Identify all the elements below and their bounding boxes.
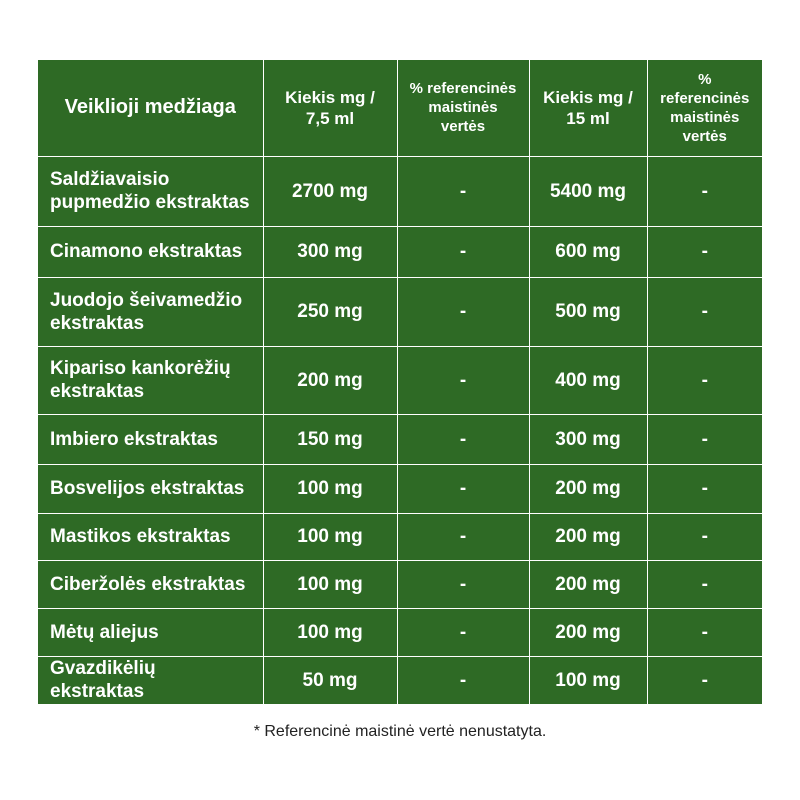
ingredient-name: Kipariso kankorėžių ekstraktas [38, 345, 264, 415]
reference-value-2: - [646, 655, 762, 704]
ingredient-name: Cinamono ekstraktas [38, 225, 264, 278]
ingredient-name: Ciberžolės ekstraktas [38, 559, 264, 609]
reference-value-2: - [646, 463, 762, 514]
table-row: Mastikos ekstraktas 100 mg - 200 mg - [38, 512, 762, 561]
reference-value-1: - [396, 607, 530, 657]
table-row: Ciberžolės ekstraktas 100 mg - 200 mg - [38, 559, 762, 609]
amount-15ml: 100 mg [528, 655, 648, 704]
table-row: Imbiero ekstraktas 150 mg - 300 mg - [38, 413, 762, 465]
amount-7-5ml: 50 mg [262, 655, 398, 704]
reference-value-2: - [646, 512, 762, 561]
reference-value-1: - [396, 413, 530, 465]
amount-7-5ml: 150 mg [262, 413, 398, 465]
header-amount-7-5ml: Kiekis mg / 7,5 ml [262, 60, 398, 157]
reference-value-2: - [646, 607, 762, 657]
amount-15ml: 300 mg [528, 413, 648, 465]
supplement-facts-table: Veiklioji medžiaga Kiekis mg / 7,5 ml % … [38, 60, 762, 704]
reference-value-2: - [646, 413, 762, 465]
ingredient-name: Juodojo šeivamedžio ekstraktas [38, 276, 264, 347]
amount-15ml: 600 mg [528, 225, 648, 278]
reference-value-2: - [646, 276, 762, 347]
table-row: Kipariso kankorėžių ekstraktas 200 mg - … [38, 345, 762, 415]
ingredient-name: Bosvelijos ekstraktas [38, 463, 264, 514]
amount-15ml: 200 mg [528, 559, 648, 609]
ingredient-name: Mėtų aliejus [38, 607, 264, 657]
amount-7-5ml: 200 mg [262, 345, 398, 415]
amount-7-5ml: 100 mg [262, 607, 398, 657]
reference-value-2: - [646, 345, 762, 415]
table-row: Mėtų aliejus 100 mg - 200 mg - [38, 607, 762, 657]
reference-value-2: - [646, 155, 762, 227]
table-header-row: Veiklioji medžiaga Kiekis mg / 7,5 ml % … [38, 60, 762, 157]
table-row: Gvazdikėlių ekstraktas 50 mg - 100 mg - [38, 655, 762, 704]
amount-7-5ml: 300 mg [262, 225, 398, 278]
reference-value-1: - [396, 276, 530, 347]
amount-7-5ml: 100 mg [262, 559, 398, 609]
reference-value-1: - [396, 225, 530, 278]
reference-value-2: - [646, 225, 762, 278]
amount-7-5ml: 100 mg [262, 463, 398, 514]
reference-value-1: - [396, 463, 530, 514]
header-reference-value-2: % referencinės maistinės vertės [646, 60, 762, 157]
footnote: * Referencinė maistinė vertė nenustatyta… [253, 723, 547, 740]
amount-7-5ml: 250 mg [262, 276, 398, 347]
amount-15ml: 200 mg [528, 463, 648, 514]
header-reference-value-1: % referencinės maistinės vertės [396, 60, 530, 157]
header-amount-15ml: Kiekis mg / 15 ml [528, 60, 648, 157]
ingredient-name: Mastikos ekstraktas [38, 512, 264, 561]
table-row: Saldžiavaisio pupmedžio ekstraktas 2700 … [38, 155, 762, 227]
amount-7-5ml: 2700 mg [262, 155, 398, 227]
amount-15ml: 200 mg [528, 607, 648, 657]
table-row: Cinamono ekstraktas 300 mg - 600 mg - [38, 225, 762, 278]
ingredient-name: Gvazdikėlių ekstraktas [38, 655, 264, 704]
reference-value-1: - [396, 655, 530, 704]
table-row: Bosvelijos ekstraktas 100 mg - 200 mg - [38, 463, 762, 514]
reference-value-1: - [396, 559, 530, 609]
reference-value-1: - [396, 155, 530, 227]
reference-value-1: - [396, 345, 530, 415]
amount-15ml: 5400 mg [528, 155, 648, 227]
reference-value-2: - [646, 559, 762, 609]
header-active-ingredient: Veiklioji medžiaga [38, 60, 264, 157]
amount-7-5ml: 100 mg [262, 512, 398, 561]
amount-15ml: 400 mg [528, 345, 648, 415]
supplement-facts-table-container: Veiklioji medžiaga Kiekis mg / 7,5 ml % … [38, 60, 762, 704]
amount-15ml: 500 mg [528, 276, 648, 347]
ingredient-name: Saldžiavaisio pupmedžio ekstraktas [38, 155, 264, 227]
amount-15ml: 200 mg [528, 512, 648, 561]
reference-value-1: - [396, 512, 530, 561]
table-row: Juodojo šeivamedžio ekstraktas 250 mg - … [38, 276, 762, 347]
ingredient-name: Imbiero ekstraktas [38, 413, 264, 465]
